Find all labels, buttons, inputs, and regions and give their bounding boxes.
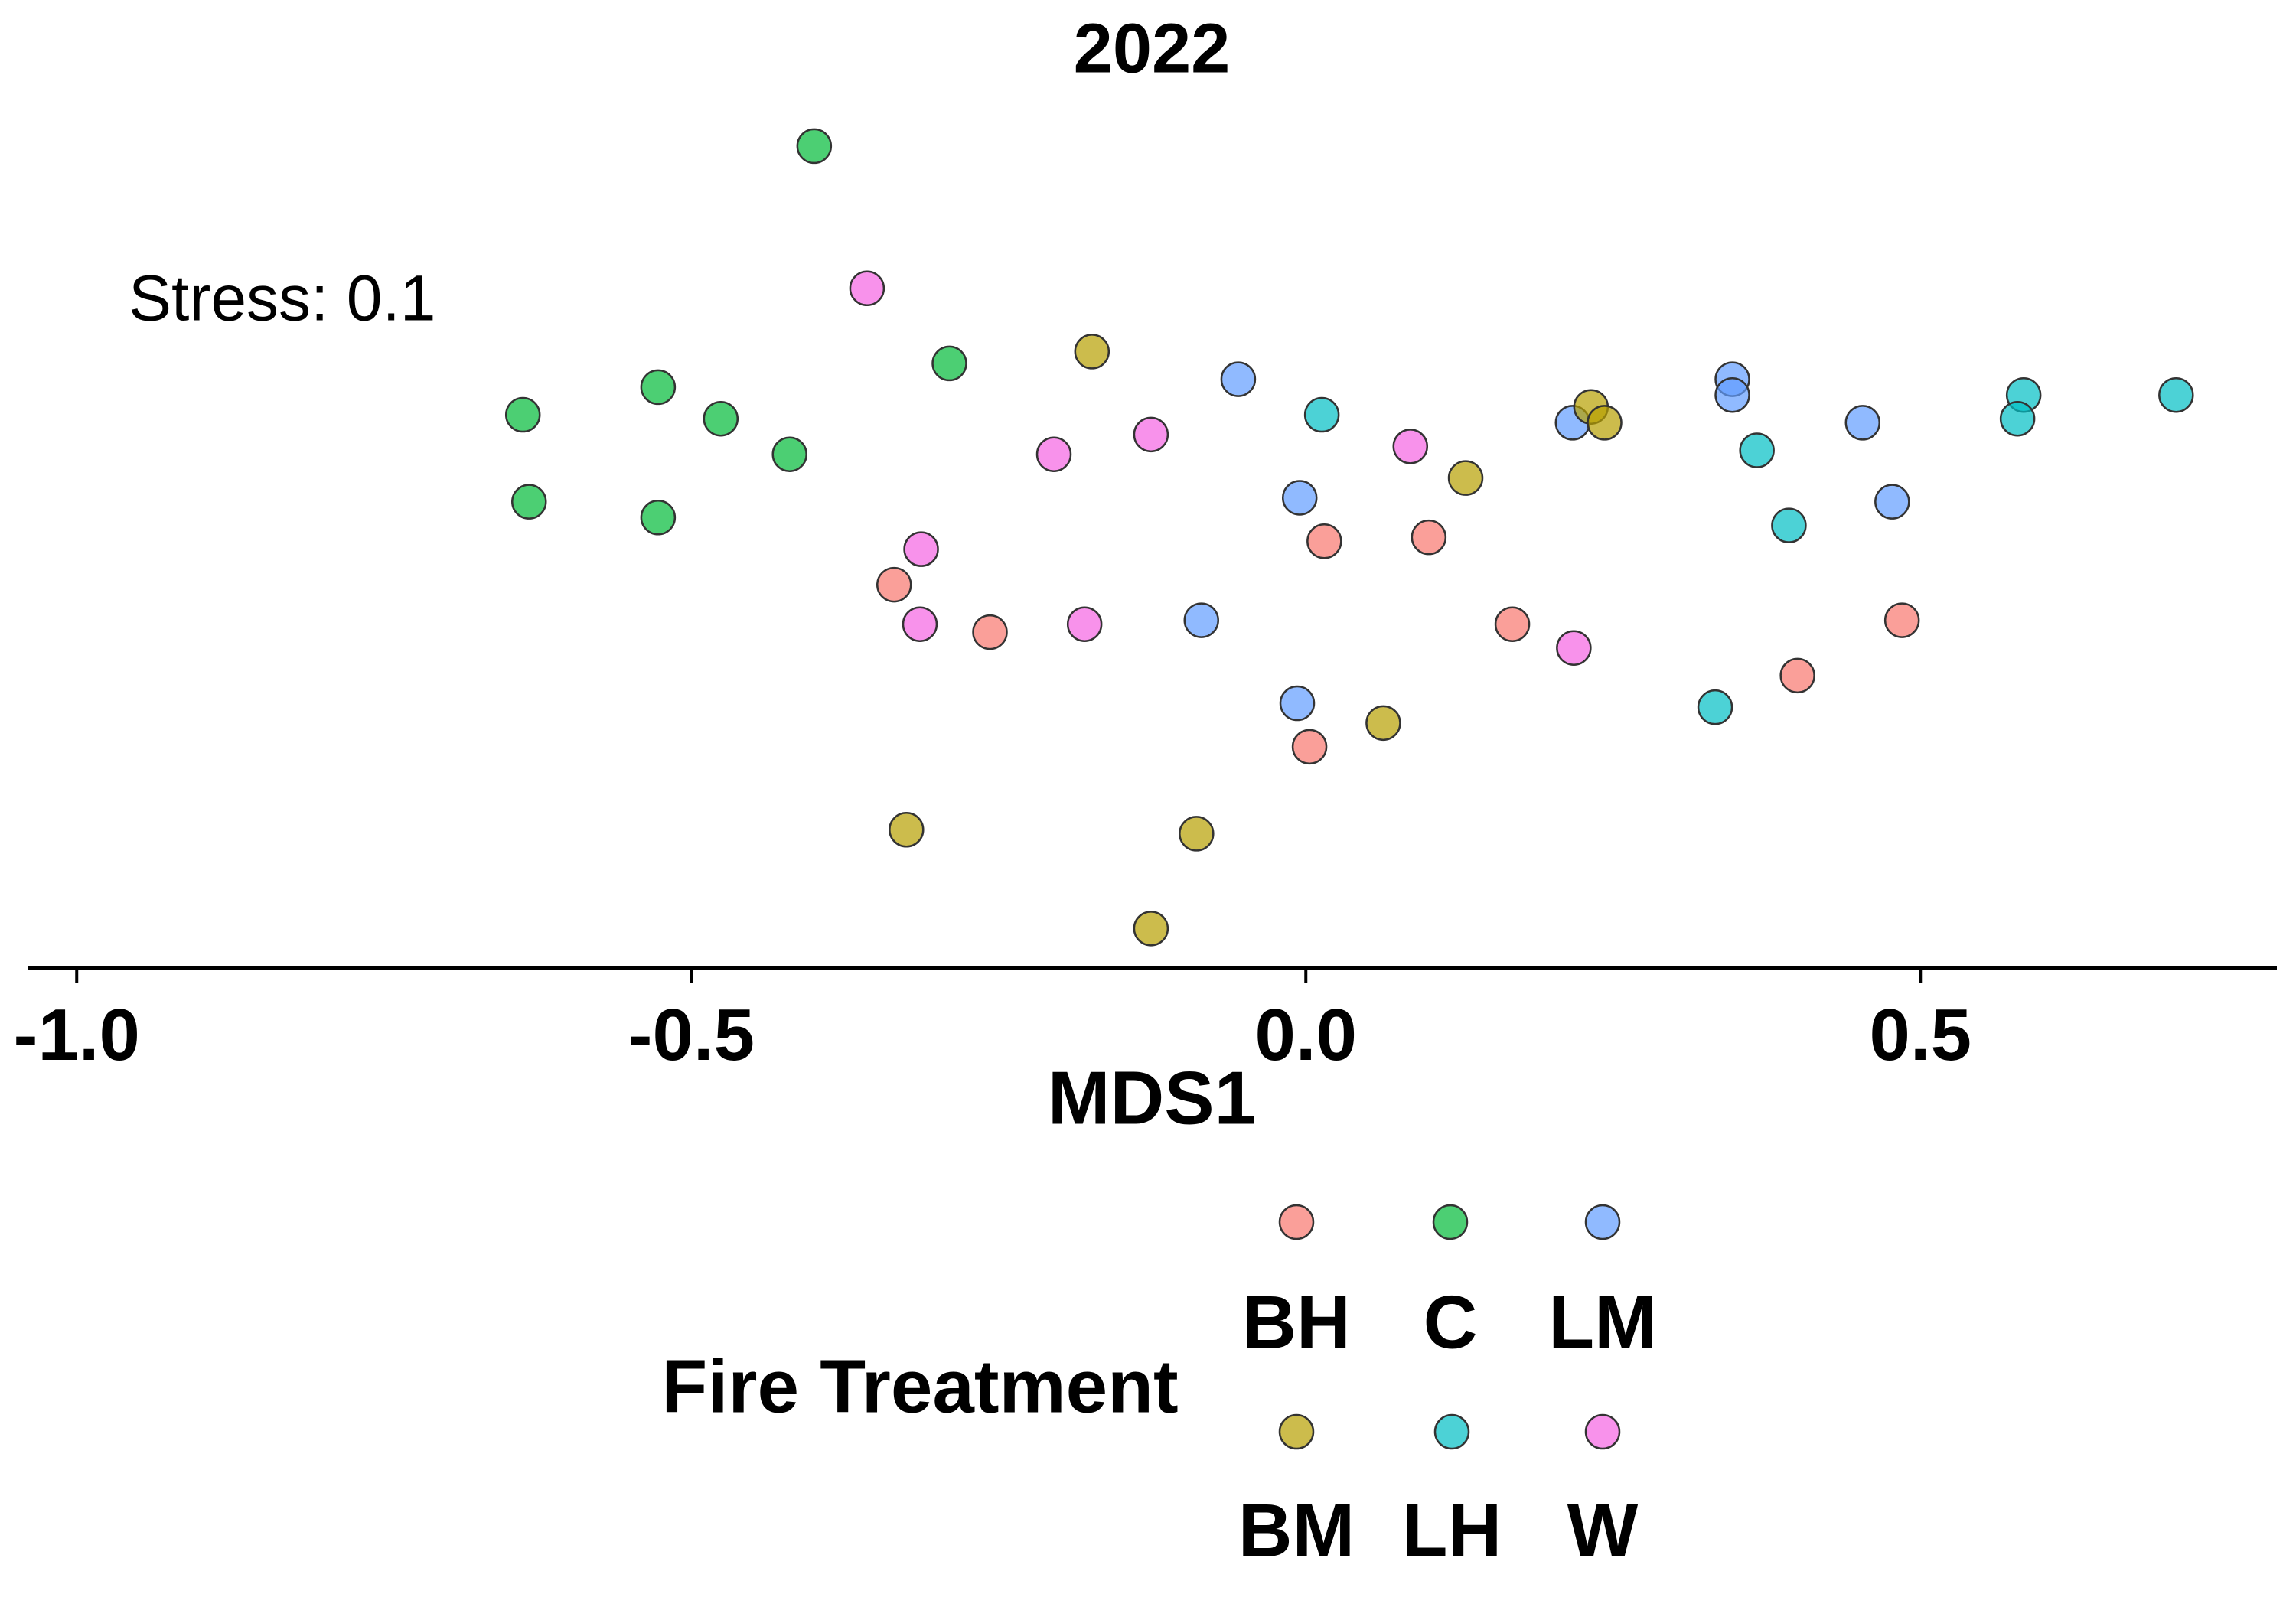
data-point-w (849, 270, 885, 307)
legend-key-lh (1433, 1413, 1470, 1450)
data-point-w (1066, 606, 1103, 642)
legend-keys (1278, 1204, 1621, 1450)
x-tick-label: -1.0 (14, 994, 140, 1076)
data-point-w (902, 606, 938, 642)
x-axis-label: MDS1 (1047, 1055, 1257, 1140)
data-point-bh (1883, 602, 1920, 638)
data-point-lm (1714, 376, 1750, 413)
data-point-bm (1447, 460, 1484, 496)
data-point-lh (1999, 400, 2036, 437)
legend-label-bm: BM (1238, 1488, 1355, 1573)
data-point-lm (1844, 405, 1881, 441)
data-point-lm (1183, 602, 1219, 638)
data-points (504, 128, 2194, 947)
data-point-bh (1494, 606, 1531, 642)
data-point-bh (1306, 523, 1342, 559)
legend-title: Fire Treatment (661, 1344, 1179, 1429)
data-point-bh (1411, 519, 1447, 556)
data-point-lm (1220, 361, 1257, 397)
legend-label-bh: BH (1242, 1279, 1351, 1364)
data-point-w (903, 531, 939, 567)
legend-label-w: W (1567, 1488, 1639, 1573)
data-point-w (1556, 630, 1592, 666)
data-point-c (796, 128, 833, 165)
legend-label-lh: LH (1401, 1488, 1502, 1573)
x-tick-label: 0.0 (1255, 994, 1357, 1076)
data-point-bh (1291, 729, 1328, 765)
data-point-bm (1074, 334, 1110, 370)
data-point-bh (972, 614, 1008, 650)
data-point-w (1035, 436, 1072, 472)
data-point-lm (1874, 484, 1910, 520)
data-point-c (504, 396, 541, 433)
data-point-bm (1133, 911, 1169, 947)
x-tick-label: 0.5 (1870, 994, 1971, 1076)
data-point-bm (1179, 816, 1215, 852)
data-point-lh (2158, 376, 2194, 413)
legend-key-bm (1278, 1413, 1315, 1450)
data-point-c (640, 369, 677, 406)
data-point-bh (1779, 657, 1815, 694)
data-point-bm (1365, 705, 1401, 742)
data-point-lm (1281, 480, 1318, 516)
data-point-lm (1279, 685, 1316, 722)
data-point-lh (1771, 507, 1807, 543)
data-point-bm (1587, 405, 1623, 441)
legend-key-bh (1278, 1204, 1315, 1240)
data-point-c (771, 436, 807, 472)
data-point-lh (1303, 396, 1340, 433)
legend-label-c: C (1423, 1279, 1478, 1364)
chart-title: 2022 (1073, 9, 1231, 88)
data-point-w (1392, 429, 1429, 464)
x-axis-ticks: -1.0 -0.5 0.0 0.5 (14, 968, 1971, 1076)
stress-annotation: Stress: 0.1 (129, 262, 436, 334)
data-point-bh (876, 566, 912, 603)
data-point-c (703, 400, 739, 437)
legend-key-c (1432, 1204, 1469, 1240)
data-point-c (931, 345, 967, 382)
x-tick-label: -0.5 (628, 994, 755, 1076)
legend-label-lm: LM (1548, 1279, 1657, 1364)
data-point-w (1133, 416, 1169, 453)
data-point-lh (1739, 432, 1775, 468)
legend-key-w (1584, 1413, 1621, 1450)
data-point-c (640, 500, 677, 536)
data-point-lh (1697, 689, 1733, 725)
data-point-c (511, 484, 547, 520)
legend-key-lm (1584, 1204, 1621, 1240)
data-point-bm (889, 812, 925, 848)
